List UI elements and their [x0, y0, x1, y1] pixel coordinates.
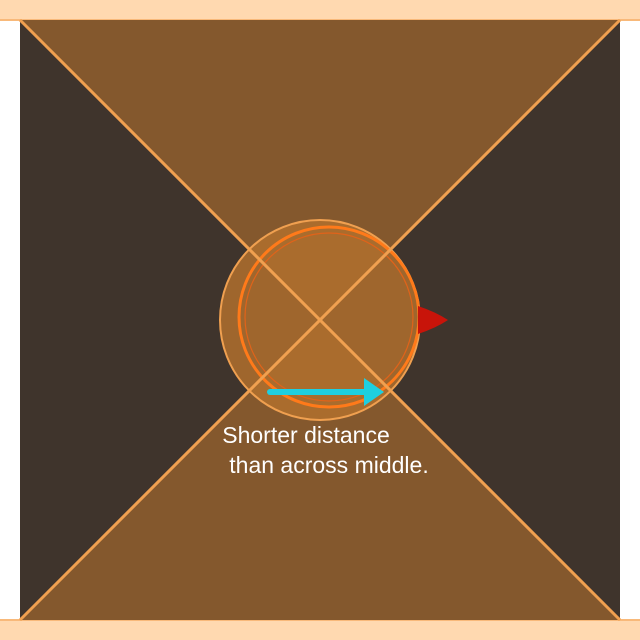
caption-line-2: than across middle.: [229, 452, 429, 478]
diagonal-line-anti: [18, 18, 622, 622]
center-circle-inner-ring: [244, 232, 414, 402]
top-triangle: [20, 20, 620, 320]
bottom-triangle: [20, 320, 620, 620]
top-strip: [0, 0, 640, 20]
bottom-strip: [0, 620, 640, 640]
red-marker: [418, 306, 448, 334]
caption-line-1: Shorter distance: [222, 422, 390, 448]
arrow-head: [364, 378, 384, 406]
